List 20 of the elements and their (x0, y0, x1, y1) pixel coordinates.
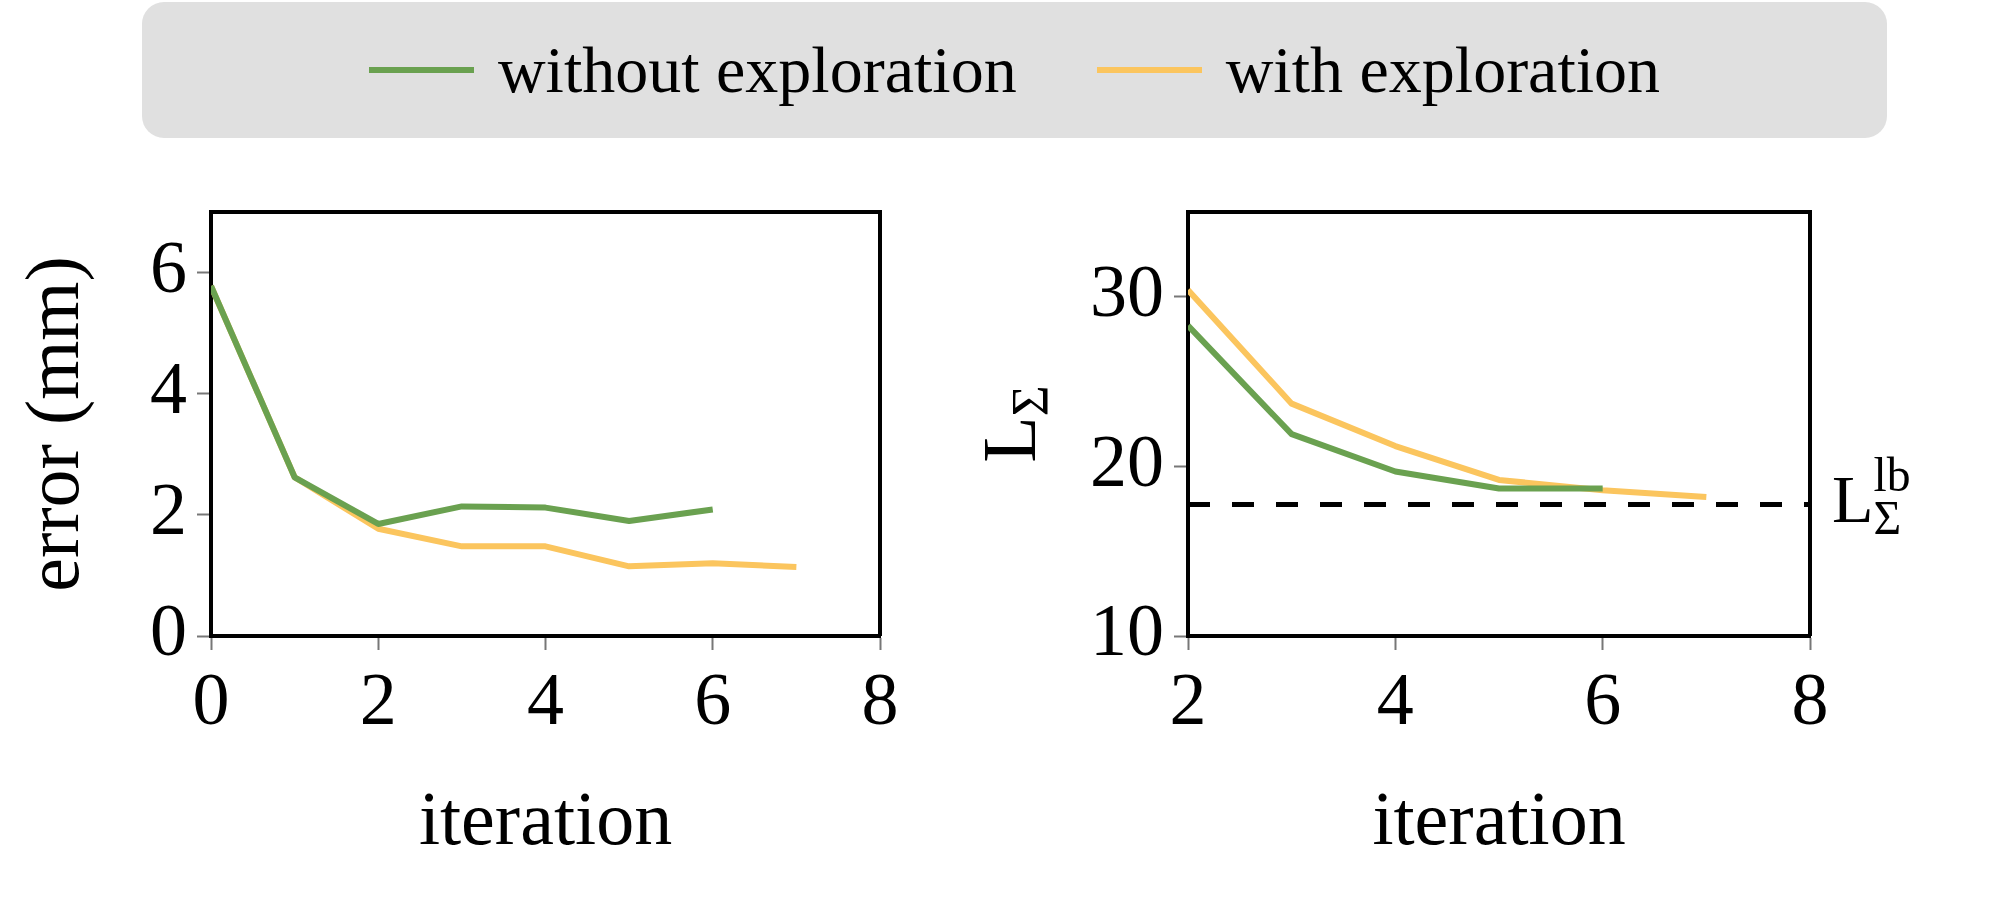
y-tick-label: 20 (1090, 419, 1164, 502)
y-tick-label: 10 (1090, 589, 1164, 672)
y-tick-label: 30 (1090, 250, 1164, 333)
x-tick-label: 6 (1584, 657, 1622, 740)
x-tick-label: 4 (527, 657, 564, 740)
legend-label: with exploration (1225, 32, 1661, 108)
x-axis-title: iteration (1372, 776, 1626, 861)
x-tick-label: 4 (1376, 657, 1414, 740)
y-tick-label: 0 (150, 589, 187, 672)
x-tick-label: 2 (359, 657, 397, 740)
x-tick-label: 8 (861, 657, 899, 740)
y-axis-title: LΣ (966, 385, 1060, 463)
x-tick-label: 6 (694, 657, 732, 740)
y-tick-label: 2 (150, 468, 187, 551)
x-axis-title: iteration (418, 776, 673, 861)
x-tick-label: 8 (1791, 657, 1829, 740)
y-tick-label: 4 (150, 347, 187, 430)
legend-label: without exploration (497, 32, 1017, 108)
y-tick-label: 6 (150, 226, 187, 309)
y-axis-title: error (mm) (9, 256, 95, 592)
